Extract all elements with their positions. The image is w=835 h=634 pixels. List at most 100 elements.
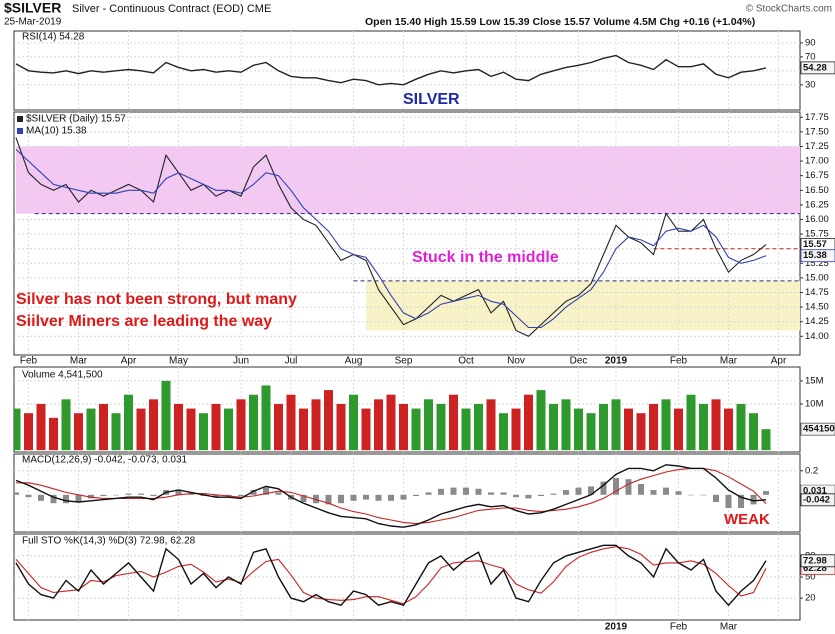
legend-swatch [17, 128, 23, 134]
volume-bar [761, 429, 771, 451]
last-value-label: 54.28 [803, 62, 827, 73]
volume-bar [461, 408, 471, 451]
histogram-bar [650, 490, 657, 495]
histogram-bar [413, 494, 419, 496]
histogram-bar [50, 494, 57, 504]
volume-bar [449, 394, 458, 451]
panel-legend: Volume 4,541,500 [22, 370, 103, 381]
histogram-bar [375, 494, 382, 501]
volume-bar [411, 408, 421, 451]
histogram-bar [150, 494, 157, 496]
plot [14, 534, 800, 620]
histogram-bar [14, 492, 19, 495]
plot [14, 112, 800, 355]
x-tick-label: Feb [670, 356, 688, 367]
volume-bar [324, 390, 333, 451]
volume-bar [386, 394, 396, 451]
last-value-label: -0.042 [803, 494, 830, 505]
volume-bar [86, 408, 96, 451]
volume-bar [74, 413, 83, 451]
zone [366, 280, 800, 331]
last-value-box [800, 422, 835, 436]
volume-bar [174, 403, 183, 451]
volume-bar [149, 399, 158, 451]
y-tick-label: 14.25 [805, 316, 829, 327]
histogram-bar [513, 494, 519, 498]
histogram-bar [38, 494, 44, 501]
volume-bar [186, 408, 196, 451]
volume-bar [161, 380, 171, 451]
x-tick-label: Sep [395, 356, 413, 367]
last-value-box [800, 61, 835, 75]
panels: 30 50 70 90 54.28 RSI(14) 54.28 SILVER 14.00 14.… [13, 30, 835, 633]
volume-bar [636, 413, 646, 451]
volume-bar [524, 394, 533, 451]
volume-bar [649, 403, 658, 451]
volume-bar [49, 417, 58, 451]
volume-bar [436, 403, 446, 451]
y-tick-label: 50 [805, 572, 816, 583]
y-tick-label: 20 [805, 593, 816, 604]
histogram-bar [238, 494, 244, 496]
volume-bar [724, 408, 733, 451]
volume-bar [699, 403, 708, 451]
x-tick-label: Feb [20, 356, 38, 367]
x-tick-label: May [169, 356, 188, 367]
x-tick-label: Oct [458, 356, 474, 367]
volume-bar [299, 408, 308, 451]
histogram-bar [688, 494, 694, 496]
volume-bar [399, 403, 408, 451]
histogram-bar [100, 494, 107, 496]
y-tick-label: 16.00 [805, 214, 829, 225]
date: 25-Mar-2019 [4, 17, 62, 28]
histogram-bar [338, 494, 344, 504]
histogram-bar [638, 484, 644, 495]
volume-bar [124, 394, 133, 451]
volume-bar [499, 413, 508, 451]
x-tick-label: Apr [771, 356, 787, 367]
histogram-bar [325, 494, 332, 505]
histogram-bar [475, 488, 482, 495]
histogram-bar [538, 494, 544, 496]
annotation: Siilver Miners are leading the way [16, 313, 272, 330]
histogram-bar [363, 494, 369, 500]
x-tick-label: Apr [121, 356, 137, 367]
volume-bar [711, 399, 721, 451]
volume-bar [611, 399, 621, 451]
histogram-bar [400, 494, 407, 500]
histogram-bar [663, 487, 669, 495]
volume-bar [349, 394, 358, 451]
histogram-bar [700, 494, 707, 496]
histogram-bar [750, 494, 757, 505]
series-line [15, 148, 767, 329]
volume-bar [624, 408, 633, 451]
series-line [15, 464, 767, 528]
last-value-label: 72.98 [803, 555, 827, 566]
x-tick-label: Mar [70, 356, 88, 367]
histogram-bar [588, 486, 594, 495]
volume-bar [336, 403, 346, 451]
volume-bar [511, 408, 521, 451]
last-value-label: 15.57 [803, 239, 827, 250]
volume-bar [249, 394, 258, 451]
histogram-bar [525, 494, 532, 499]
x-tick-label: Aug [345, 356, 363, 367]
histogram-bar [575, 487, 582, 495]
volume-bar [686, 394, 696, 451]
volume-bar [24, 413, 33, 451]
volume-bar [286, 394, 296, 451]
quote: Open 15.40 High 15.59 Low 15.39 Close 15… [365, 16, 755, 28]
histogram-bar [500, 492, 507, 495]
histogram-bar [188, 493, 194, 495]
volume-bar [274, 403, 283, 451]
histogram-bar [675, 491, 682, 495]
volume-bar [311, 399, 321, 451]
last-value-label: 62.28 [803, 563, 827, 574]
legend-swatch [17, 116, 23, 122]
last-value-box [800, 554, 835, 568]
histogram-bar [550, 493, 557, 495]
y-tick-label: 15M [805, 375, 824, 386]
histogram-bar [725, 494, 732, 508]
annotation: Silver has not been strong, but many [16, 291, 297, 308]
